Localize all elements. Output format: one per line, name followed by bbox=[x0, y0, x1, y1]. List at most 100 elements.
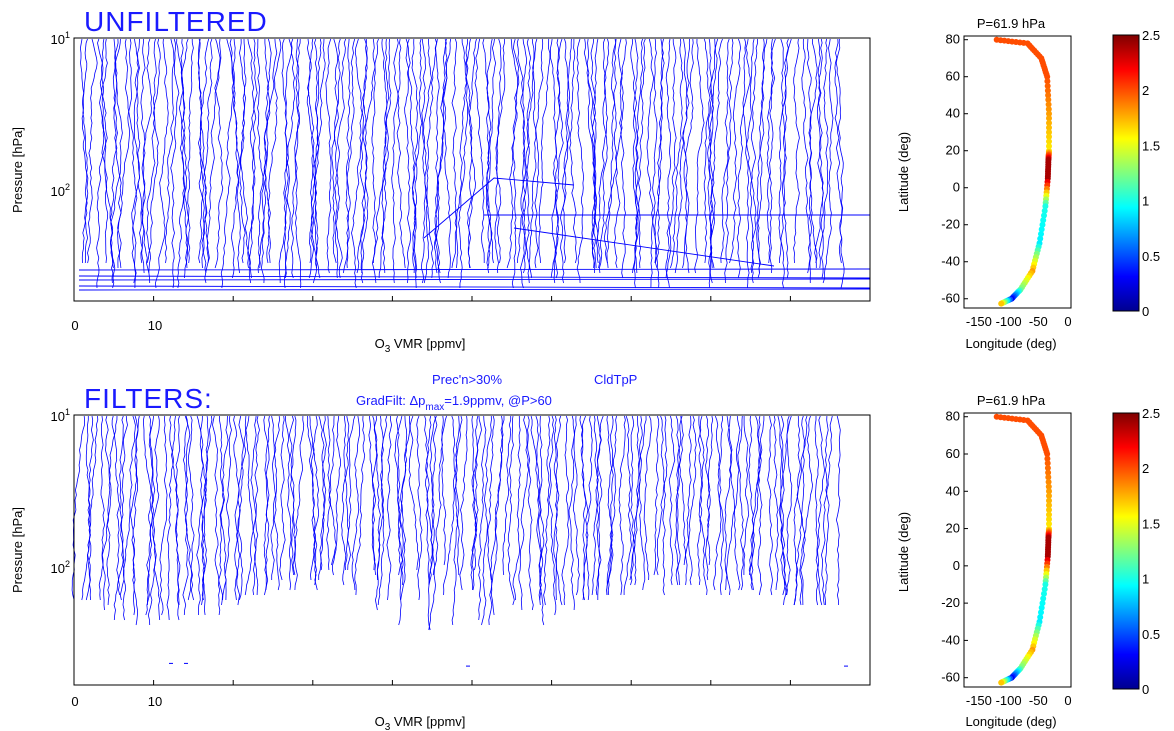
profile-line bbox=[697, 415, 705, 586]
profile-line bbox=[668, 415, 676, 586]
profile-line bbox=[394, 415, 403, 576]
track-point bbox=[1044, 73, 1051, 80]
profile-line bbox=[420, 38, 428, 284]
track-point bbox=[1040, 217, 1047, 224]
track-point bbox=[1041, 586, 1048, 593]
profile-line bbox=[630, 415, 643, 586]
profile-line bbox=[354, 415, 366, 596]
colorbar-tick: 2.5 bbox=[1142, 28, 1160, 43]
profile-line bbox=[835, 38, 845, 289]
bottom-map-title: P=61.9 hPa bbox=[977, 393, 1046, 408]
colorbar-tick: 0 bbox=[1142, 304, 1149, 319]
profile-line bbox=[331, 415, 342, 566]
map-y-tick: 80 bbox=[946, 32, 960, 47]
profile-line bbox=[580, 415, 589, 601]
profile-line bbox=[78, 268, 871, 271]
track-point bbox=[1046, 502, 1052, 509]
profile-line bbox=[783, 415, 793, 606]
profile-line bbox=[238, 38, 247, 264]
profile-line bbox=[432, 415, 447, 576]
colorbar-tick: 2 bbox=[1142, 461, 1149, 476]
profile-line bbox=[435, 38, 452, 284]
map-y-tick: 0 bbox=[953, 180, 960, 195]
profile-line bbox=[106, 415, 118, 606]
profile-line bbox=[742, 416, 750, 575]
profile-line bbox=[586, 38, 596, 274]
map-y-tick: -40 bbox=[941, 254, 960, 269]
y-tick-bottom-2: 102 bbox=[51, 559, 70, 576]
profile-line bbox=[146, 415, 156, 606]
top-track-points bbox=[993, 36, 1052, 307]
profile-line bbox=[780, 38, 789, 279]
map-y-tick: 60 bbox=[946, 69, 960, 84]
profile-line bbox=[174, 415, 181, 606]
profile-line bbox=[393, 38, 406, 269]
colorbar-tick: 1 bbox=[1142, 572, 1149, 587]
track-point bbox=[1046, 120, 1052, 126]
profile-line bbox=[111, 415, 121, 596]
track-point bbox=[1046, 516, 1052, 523]
profile-line bbox=[85, 416, 91, 601]
track-point bbox=[1041, 590, 1047, 597]
profile-line bbox=[347, 415, 356, 571]
profile-line bbox=[141, 38, 153, 284]
profile-line bbox=[312, 38, 322, 284]
track-point bbox=[1042, 581, 1049, 588]
profile-line bbox=[318, 415, 325, 571]
profile-line bbox=[288, 415, 295, 576]
profile-line bbox=[834, 38, 843, 264]
profile-line bbox=[428, 415, 437, 586]
bottom-profile-panel: 101 102 0 10 O3 VMR [ppmv] Pressure [hPa… bbox=[10, 407, 871, 731]
profile-line bbox=[654, 38, 665, 269]
track-point bbox=[1046, 124, 1052, 131]
profile-line bbox=[757, 416, 765, 596]
profile-line bbox=[766, 38, 776, 274]
profile-line bbox=[377, 415, 388, 606]
profile-line bbox=[694, 38, 705, 274]
profile-line bbox=[258, 39, 270, 269]
track-point bbox=[1046, 143, 1052, 150]
profile-line bbox=[374, 415, 385, 611]
profile-line bbox=[757, 38, 768, 274]
profile-line bbox=[98, 415, 106, 601]
profile-line bbox=[538, 38, 551, 264]
track-point bbox=[1038, 609, 1044, 616]
profile-line bbox=[550, 38, 558, 284]
profile-line bbox=[333, 38, 343, 279]
profile-line bbox=[170, 38, 180, 289]
profile-line bbox=[488, 416, 505, 626]
track-point bbox=[1045, 474, 1052, 481]
profile-line bbox=[793, 415, 801, 606]
track-point bbox=[1041, 207, 1048, 214]
profile-line bbox=[404, 38, 412, 284]
profile-line bbox=[310, 415, 318, 581]
y-tick-top-2: 102 bbox=[51, 182, 70, 199]
profile-line bbox=[254, 415, 260, 596]
profile-line bbox=[707, 38, 719, 269]
bottom-map-panel: P=61.9 hPa 80 60 40 20 0 -20 -40 -60 -150 -100 -5… bbox=[896, 393, 1072, 729]
profile-line bbox=[507, 415, 515, 606]
profile-line bbox=[441, 415, 447, 566]
profile-line bbox=[424, 415, 430, 586]
unfiltered-banner: UNFILTERED bbox=[84, 6, 268, 37]
profile-line bbox=[146, 38, 161, 274]
bottom-colorbar: 2.5 2 1.5 1 0.5 0 bbox=[1112, 406, 1160, 697]
profile-line bbox=[131, 38, 140, 284]
profile-line bbox=[527, 415, 534, 611]
profile-line bbox=[87, 415, 94, 601]
profile-line bbox=[585, 415, 593, 601]
profile-line bbox=[550, 38, 564, 279]
profile-line bbox=[408, 415, 420, 571]
profile-line bbox=[294, 38, 302, 289]
map-y-tick: -60 bbox=[941, 670, 960, 685]
map-y-tick: 60 bbox=[946, 446, 960, 461]
map-x-tick: -150 bbox=[966, 693, 992, 708]
profile-line bbox=[679, 415, 686, 566]
track-point bbox=[1046, 138, 1052, 145]
profile-line bbox=[81, 38, 88, 264]
profile-line bbox=[398, 415, 411, 626]
profile-line bbox=[405, 38, 417, 289]
profile-line bbox=[264, 415, 271, 591]
profile-line bbox=[814, 38, 824, 268]
